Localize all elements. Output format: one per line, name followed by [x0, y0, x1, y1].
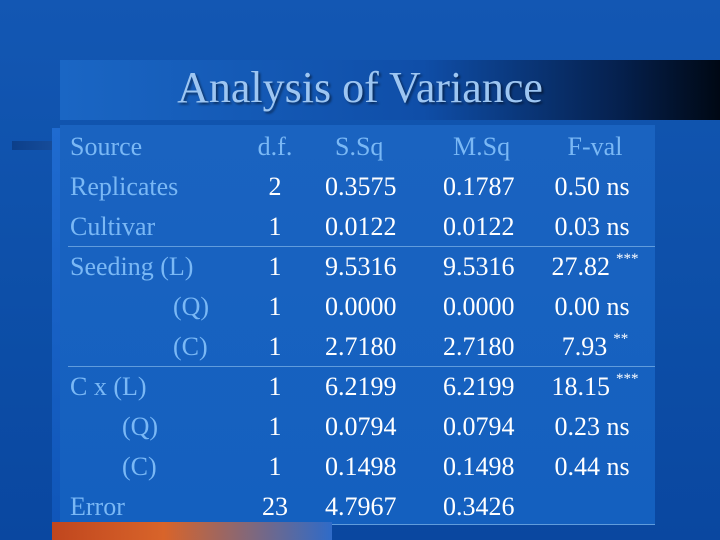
- row-ss: 4.7967: [325, 492, 397, 521]
- row-fval: 0.03 ns: [540, 207, 650, 247]
- anova-table: Source d.f. S.Sq M.Sq F-val Replicates 2…: [60, 125, 655, 525]
- row-df: 1: [268, 212, 282, 241]
- row-df: 1: [268, 292, 282, 321]
- row-significance: ***: [616, 251, 639, 267]
- row-fval: 0.44 ns: [540, 447, 650, 487]
- row-ss: 0.1498: [325, 452, 397, 481]
- row-significance: **: [613, 331, 629, 347]
- header-source: Source: [70, 132, 143, 161]
- slide-title: Analysis of Variance: [177, 63, 543, 112]
- row-df: 1: [268, 372, 282, 401]
- row-divider: [68, 246, 655, 247]
- row-ms: 0.0794: [443, 412, 515, 441]
- row-source: Replicates: [70, 172, 179, 201]
- row-fval-text: 0.00 ns: [554, 292, 630, 321]
- row-df: 23: [262, 492, 288, 521]
- header-ms: M.Sq: [453, 132, 511, 161]
- row-fval: 0.50 ns: [540, 167, 650, 207]
- row-fval-text: 7.93: [561, 332, 608, 361]
- row-ms: 0.1498: [443, 452, 515, 481]
- row-fval: 0.23 ns: [540, 407, 650, 447]
- row-source: (C): [173, 332, 208, 361]
- row-fval: 0.00 ns: [540, 287, 650, 327]
- row-ms: 0.1787: [443, 172, 515, 201]
- row-ss: 2.7180: [325, 332, 397, 361]
- row-fval-text: 0.23 ns: [554, 412, 630, 441]
- row-ss: 0.3575: [325, 172, 397, 201]
- table-row: Cultivar 1 0.0122 0.0122 0.03 ns: [60, 207, 655, 247]
- row-fval-text: 18.15: [551, 372, 611, 401]
- row-ms: 0.3426: [443, 492, 515, 521]
- table-row: Replicates 2 0.3575 0.1787 0.50 ns: [60, 167, 655, 207]
- row-source: C x (L): [70, 372, 147, 401]
- row-divider: [68, 366, 655, 367]
- row-fval: 7.93 **: [540, 327, 650, 367]
- table-row: (C) 1 2.7180 2.7180 7.93 **: [60, 327, 655, 367]
- row-fval: 27.82 ***: [540, 247, 650, 287]
- row-ms: 0.0122: [443, 212, 515, 241]
- row-df: 2: [268, 172, 282, 201]
- title-band: [60, 60, 720, 120]
- row-df: 1: [268, 332, 282, 361]
- row-fval-text: 0.50 ns: [554, 172, 630, 201]
- row-significance: ***: [616, 371, 639, 387]
- table-row: Seeding (L) 1 9.5316 9.5316 27.82 ***: [60, 247, 655, 287]
- row-ss: 0.0794: [325, 412, 397, 441]
- bottom-accent-bar: [52, 522, 332, 540]
- row-fval: [540, 487, 650, 527]
- table-row: Error 23 4.7967 0.3426: [60, 487, 655, 527]
- table-row: (Q) 1 0.0794 0.0794 0.23 ns: [60, 407, 655, 447]
- row-df: 1: [268, 412, 282, 441]
- row-fval-text: 0.44 ns: [554, 452, 630, 481]
- table-row: (C) 1 0.1498 0.1498 0.44 ns: [60, 447, 655, 487]
- table-bottom-line: [68, 524, 655, 525]
- row-df: 1: [268, 452, 282, 481]
- row-fval-text: 0.03 ns: [554, 212, 630, 241]
- row-source: Cultivar: [70, 212, 156, 241]
- header-fval: F-val: [567, 132, 623, 161]
- header-ss: S.Sq: [335, 132, 384, 161]
- row-source: Seeding (L): [70, 252, 194, 281]
- table-row: C x (L) 1 6.2199 6.2199 18.15 ***: [60, 367, 655, 407]
- row-ss: 0.0122: [325, 212, 397, 241]
- row-ms: 6.2199: [443, 372, 515, 401]
- row-fval: 18.15 ***: [540, 367, 650, 407]
- row-ms: 0.0000: [443, 292, 515, 321]
- table-row: (Q) 1 0.0000 0.0000 0.00 ns: [60, 287, 655, 327]
- row-source: (Q): [173, 292, 210, 321]
- row-df: 1: [268, 252, 282, 281]
- row-fval-text: 27.82: [551, 252, 611, 281]
- row-source: (Q): [122, 412, 159, 441]
- row-ms: 2.7180: [443, 332, 515, 361]
- header-df: d.f.: [257, 132, 293, 161]
- row-ss: 6.2199: [325, 372, 397, 401]
- row-source: Error: [70, 492, 125, 521]
- row-ss: 0.0000: [325, 292, 397, 321]
- table-header-row: Source d.f. S.Sq M.Sq F-val: [60, 127, 655, 167]
- row-ss: 9.5316: [325, 252, 397, 281]
- row-ms: 9.5316: [443, 252, 515, 281]
- row-source: (C): [122, 452, 157, 481]
